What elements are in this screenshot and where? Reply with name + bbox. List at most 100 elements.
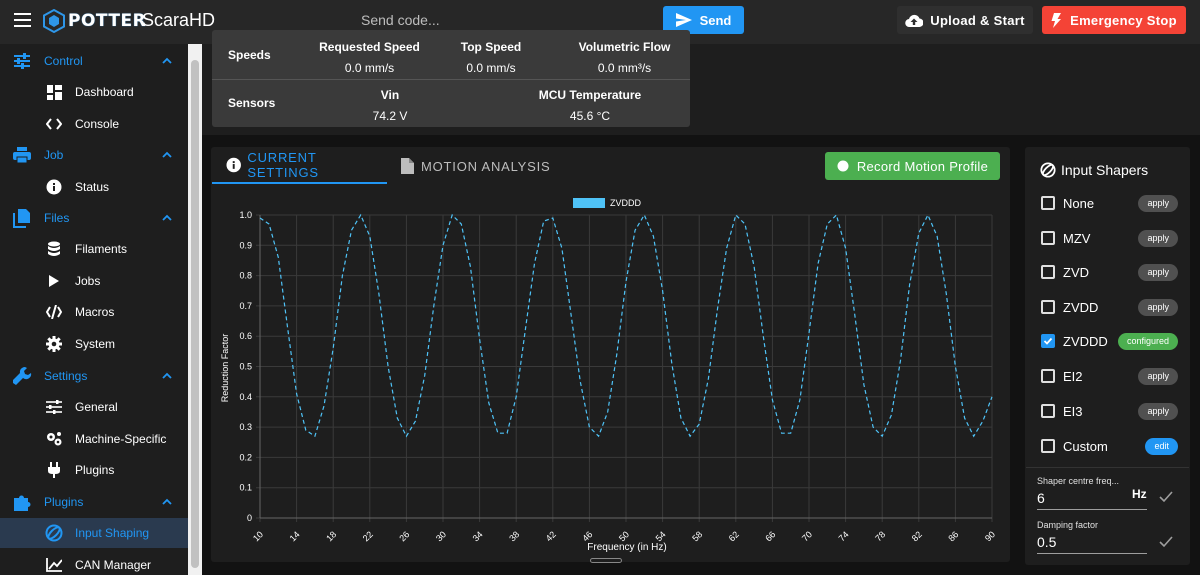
play-icon bbox=[45, 272, 63, 290]
x-tick-label: 58 bbox=[690, 529, 704, 543]
checkbox[interactable] bbox=[1041, 231, 1055, 245]
y-tick-label: 0.6 bbox=[239, 331, 252, 341]
sidebar-group-settings[interactable]: Settings bbox=[0, 361, 188, 391]
sidebar-item-status[interactable]: Status bbox=[0, 172, 188, 202]
volumetric-flow: Volumetric Flow 0.0 mm³/s bbox=[562, 40, 687, 75]
sidebar-group-job[interactable]: Job bbox=[0, 140, 188, 170]
shaper-name: None bbox=[1063, 195, 1095, 211]
series-line-zvddd bbox=[259, 213, 993, 438]
x-tick-label: 78 bbox=[873, 529, 887, 543]
sidebar-item-macros[interactable]: Macros bbox=[0, 297, 188, 327]
shaper-row-custom[interactable]: Custom edit bbox=[1040, 435, 1180, 457]
flash-icon bbox=[1051, 12, 1062, 28]
vin: Vin 74.2 V bbox=[350, 88, 430, 123]
x-tick-label: 22 bbox=[361, 529, 375, 543]
plug-icon bbox=[45, 461, 63, 479]
apply-button[interactable]: apply bbox=[1138, 263, 1178, 281]
shaper-row-zvd[interactable]: ZVD apply bbox=[1040, 261, 1180, 283]
sidebar-item-console[interactable]: Console bbox=[0, 109, 188, 139]
slash-code-icon bbox=[45, 303, 63, 321]
sidebar-item-dashboard[interactable]: Dashboard bbox=[0, 77, 188, 107]
record-motion-profile-button[interactable]: Record Motion Profile bbox=[825, 152, 1000, 180]
checkbox[interactable] bbox=[1041, 196, 1055, 210]
sidebar-item-label: Macros bbox=[75, 305, 115, 319]
send-code-input[interactable] bbox=[361, 7, 657, 28]
checkbox[interactable] bbox=[1041, 369, 1055, 383]
printer-icon bbox=[13, 147, 31, 164]
info-icon bbox=[226, 157, 241, 173]
checkbox[interactable] bbox=[1041, 439, 1055, 453]
shaper-row-zvdd[interactable]: ZVDD apply bbox=[1040, 296, 1180, 318]
checkbox[interactable] bbox=[1041, 265, 1055, 279]
chevron-up-icon bbox=[162, 57, 172, 64]
sidebar-scrollbar-thumb[interactable] bbox=[191, 60, 199, 568]
apply-button[interactable]: apply bbox=[1138, 402, 1178, 420]
upload-start-button[interactable]: Upload & Start bbox=[897, 6, 1033, 34]
sidebar-group-control[interactable]: Control bbox=[0, 46, 188, 76]
sidebar-item-system[interactable]: System bbox=[0, 329, 188, 359]
menu-icon[interactable] bbox=[14, 13, 31, 27]
sidebar-item-label: Status bbox=[75, 180, 110, 194]
tab-current-label: CURRENT SETTINGS bbox=[247, 150, 319, 180]
apply-button[interactable]: apply bbox=[1138, 298, 1178, 316]
apply-button[interactable]: apply bbox=[1138, 229, 1178, 247]
upload-start-label: Upload & Start bbox=[930, 12, 1025, 28]
sidebar-item-jobs[interactable]: Jobs bbox=[0, 266, 188, 296]
sidebar-scrollbar[interactable] bbox=[188, 44, 202, 575]
shaper-row-mzv[interactable]: MZV apply bbox=[1040, 227, 1180, 249]
damping-factor-label: Damping factor bbox=[1037, 520, 1099, 530]
sidebar-group-plugins[interactable]: Plugins bbox=[0, 487, 188, 517]
checkbox-checked[interactable] bbox=[1041, 334, 1055, 348]
checkbox[interactable] bbox=[1041, 404, 1055, 418]
damping-factor-input[interactable]: 0.5 bbox=[1037, 534, 1147, 554]
input-shapers-title-text: Input Shapers bbox=[1061, 162, 1149, 178]
shaper-centre-freq-input[interactable]: 6 bbox=[1037, 490, 1147, 510]
shaper-row-zvddd[interactable]: ZVDDD configured bbox=[1040, 330, 1180, 352]
edit-button[interactable]: edit bbox=[1145, 437, 1178, 455]
tab-current-settings[interactable]: CURRENT SETTINGS bbox=[212, 148, 387, 184]
checkbox[interactable] bbox=[1041, 300, 1055, 314]
sidebar-item-label: Plugins bbox=[75, 463, 115, 477]
panel-scroll-handle[interactable] bbox=[590, 558, 622, 563]
x-tick-label: 10 bbox=[251, 529, 265, 543]
sidebar-item-filaments[interactable]: Filaments bbox=[0, 234, 188, 264]
shaper-row-ei3[interactable]: EI3 apply bbox=[1040, 400, 1180, 422]
send-button[interactable]: Send bbox=[663, 6, 744, 34]
sidebar-item-input-shaping[interactable]: Input Shaping bbox=[0, 518, 188, 548]
shaper-centre-freq-label: Shaper centre freq... bbox=[1037, 476, 1120, 486]
send-icon bbox=[675, 13, 692, 27]
damping-factor-field[interactable]: Damping factor 0.5 bbox=[1037, 520, 1147, 554]
sidebar-group-label: Control bbox=[44, 54, 83, 68]
file-icon bbox=[13, 209, 30, 228]
chart-panel bbox=[211, 147, 1010, 562]
apply-button[interactable]: apply bbox=[1138, 194, 1178, 212]
sidebar-item-machine-specific[interactable]: Machine-Specific bbox=[0, 424, 188, 454]
tab-motion-analysis[interactable]: MOTION ANALYSIS bbox=[397, 148, 557, 184]
check-icon[interactable] bbox=[1159, 536, 1173, 548]
y-tick-label: 0.1 bbox=[239, 483, 252, 493]
gears-icon bbox=[45, 430, 63, 448]
shaper-centre-freq-field[interactable]: Shaper centre freq... 6 bbox=[1037, 476, 1147, 510]
shaper-row-none[interactable]: None apply bbox=[1040, 192, 1180, 214]
shaper-row-ei2[interactable]: EI2 apply bbox=[1040, 365, 1180, 387]
logo-icon bbox=[43, 9, 65, 33]
x-tick-label: 90 bbox=[983, 529, 997, 543]
sidebar-item-general[interactable]: General bbox=[0, 392, 188, 422]
hz-unit: Hz bbox=[1132, 487, 1147, 501]
emergency-stop-button[interactable]: Emergency Stop bbox=[1042, 6, 1186, 34]
app-title: ScaraHD bbox=[142, 10, 216, 30]
y-tick-label: 0.4 bbox=[239, 392, 252, 402]
sidebar-item-plugins[interactable]: Plugins bbox=[0, 455, 188, 485]
sidebar: Control Dashboard Console Job Status Fil… bbox=[0, 44, 202, 575]
sidebar-group-files[interactable]: Files bbox=[0, 203, 188, 233]
status-card: Speeds Requested Speed 0.0 mm/s Top Spee… bbox=[212, 30, 690, 127]
volumetric-flow-label: Volumetric Flow bbox=[578, 40, 671, 54]
sidebar-group-label: Job bbox=[44, 148, 64, 162]
sidebar-item-can-manager[interactable]: CAN Manager bbox=[0, 550, 188, 575]
y-tick-label: 0.5 bbox=[239, 362, 252, 372]
disc-icon bbox=[45, 524, 63, 542]
send-button-label: Send bbox=[699, 12, 732, 28]
apply-button[interactable]: apply bbox=[1138, 367, 1178, 385]
speeds-label: Speeds bbox=[228, 48, 271, 62]
check-icon[interactable] bbox=[1159, 491, 1173, 503]
